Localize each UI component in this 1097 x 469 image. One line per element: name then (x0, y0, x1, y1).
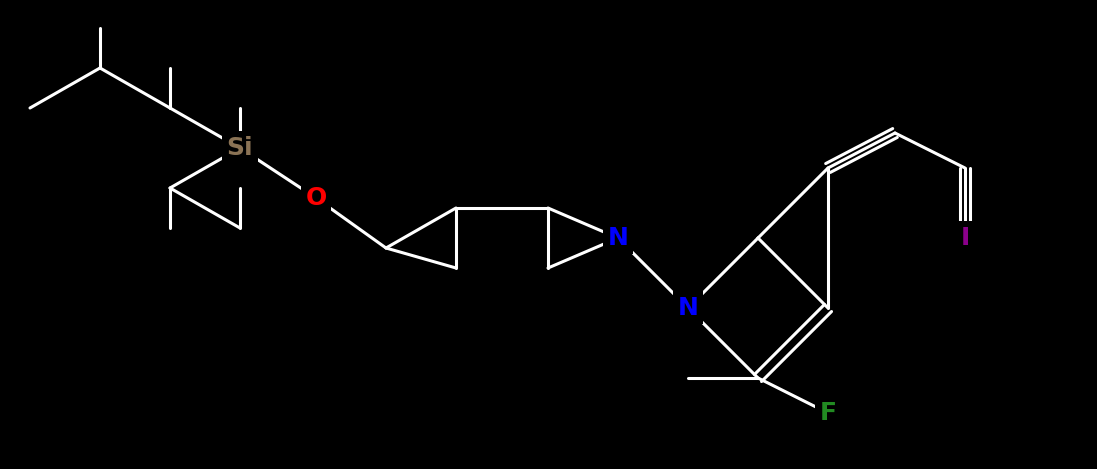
Text: O: O (305, 186, 327, 210)
Text: N: N (678, 296, 699, 320)
Text: I: I (960, 226, 970, 250)
Text: N: N (608, 226, 629, 250)
Text: Si: Si (227, 136, 253, 160)
Text: F: F (819, 401, 837, 425)
